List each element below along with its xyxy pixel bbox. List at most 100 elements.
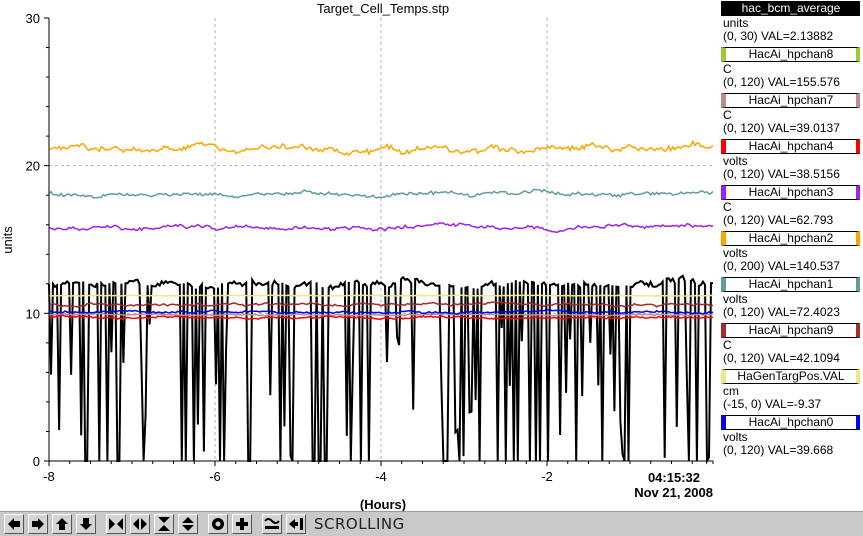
legend-range: (0, 120) [723,305,765,319]
scroll-right-button[interactable] [28,514,48,534]
legend-unit: volts [723,430,748,444]
series-layer [48,139,714,465]
x-tick-label: -6 [209,469,221,484]
add-button[interactable] [232,514,252,534]
chart-canvas: Target_Cell_Temps.stp units (Hours) 04:1… [0,1,714,511]
circle-icon [212,518,224,530]
arrow-up-icon [56,518,68,530]
y-tick-label: 30 [26,11,40,26]
legend-value: VAL=2.13882 [761,29,834,43]
y-tick-label: 0 [33,454,40,469]
end-date-label: Nov 21, 2008 [634,485,713,500]
legend-series-name[interactable]: HacAi_hpchan2 [721,231,860,246]
legend-range-value: (0, 120) VAL=42.1094 [723,352,840,365]
legend-range: (0, 120) [723,121,765,135]
arrow-down-icon [80,518,92,530]
legend-range: (0, 120) [723,213,765,227]
x-tick-label: -2 [541,469,553,484]
legend-series-name[interactable]: HacAi_hpchan3 [721,185,860,200]
legend-value: VAL=42.1094 [767,351,840,365]
series-line-HacAi_hpchan3 [48,222,714,234]
legend-value: VAL=72.4023 [767,305,840,319]
legend-range-value: (0, 120) VAL=39.0137 [723,122,840,135]
legend-range-value: (0, 120) VAL=155.576 [723,76,840,89]
legend-value: VAL=38.5156 [767,167,840,181]
arrow-right-icon [32,518,44,530]
zoom-out-x-icon [133,518,147,530]
legend-value: VAL=-9.37 [765,397,822,411]
legend-range: (0, 120) [723,443,765,457]
hold-button[interactable] [286,514,306,534]
legend-range-value: (0, 120) VAL=62.793 [723,214,833,227]
series-line-HacAi_hpchan9 [49,301,714,308]
zoom-in-x-button[interactable] [106,514,126,534]
scroll-left-button[interactable] [4,514,24,534]
legend-value: VAL=62.793 [767,213,834,227]
zoom-out-x-button[interactable] [130,514,150,534]
legend-unit: volts [723,246,748,260]
autoscale-button[interactable] [262,514,282,534]
autoscale-icon [264,518,280,529]
legend-series-name[interactable]: HacAi_hpchan8 [721,47,860,62]
legend-range-value: (0, 30) VAL=2.13882 [723,30,833,43]
series-line-HaGenTargPos.VAL [49,294,714,297]
end-time-label: 04:15:32 [648,470,700,485]
legend-series-name[interactable]: HacAi_hpchan9 [721,323,860,338]
legend-unit: units [723,16,749,30]
hold-icon [289,518,303,530]
legend-range-value: (-15, 0) VAL=-9.37 [723,398,821,411]
toolbar: SCROLLING [0,511,863,536]
y-tick-label: 10 [26,306,40,321]
legend-range-value: (0, 120) VAL=72.4023 [723,306,840,319]
legend-range-value: (0, 120) VAL=39.668 [723,444,833,457]
legend-range: (0, 120) [723,351,765,365]
legend-value: VAL=39.668 [767,443,834,457]
legend-unit: volts [723,154,748,168]
x-tick-label: -4 [375,469,387,484]
legend-range-value: (0, 200) VAL=140.537 [723,260,840,273]
series-line-HacAi_hpchan4 [48,314,714,321]
plus-icon [236,518,248,530]
zoom-out-y-button[interactable] [178,514,198,534]
legend-range: (0, 200) [723,259,765,273]
legend-series-name[interactable]: HaGenTargPos.VAL [721,369,860,384]
arrow-left-icon [8,518,20,530]
legend-series-name[interactable]: hac_bcm_average [721,1,860,16]
axis-layer: 0 10 20 30 -8 -6 -4 -2 [26,11,714,484]
series-line-HacAi_hpchan0 [48,308,714,315]
series-line-HacAi_hpchan7 [48,312,714,317]
legend-unit: volts [723,292,748,306]
legend-value: VAL=140.537 [767,259,840,273]
legend-range: (0, 120) [723,75,765,89]
y-tick-label: 20 [26,159,40,174]
legend-series-name[interactable]: HacAi_hpchan7 [721,93,860,108]
scroll-up-button[interactable] [52,514,72,534]
legend-value: VAL=39.0137 [767,121,840,135]
legend-unit: C [723,108,732,122]
legend-unit: C [723,62,732,76]
legend-series-name[interactable]: HacAi_hpchan0 [721,415,860,430]
reset-button[interactable] [208,514,228,534]
legend-unit: C [723,200,732,214]
zoom-in-y-button[interactable] [154,514,174,534]
scroll-down-button[interactable] [76,514,96,534]
legend-unit: C [723,338,732,352]
legend-range: (0, 120) [723,167,765,181]
legend-unit: cm [723,384,739,398]
legend-range: (-15, 0) [723,397,762,411]
zoom-in-y-icon [158,517,170,531]
zoom-in-x-icon [109,518,123,530]
legend-value: VAL=155.576 [767,75,840,89]
x-axis-label: (Hours) [360,497,406,511]
legend: hac_bcm_average units (0, 30) VAL=2.13882 H… [717,0,863,506]
legend-series-name[interactable]: HacAi_hpchan1 [721,277,860,292]
chart-title: Target_Cell_Temps.stp [317,1,449,16]
legend-range-value: (0, 120) VAL=38.5156 [723,168,840,181]
legend-range: (0, 30) [723,29,758,43]
legend-series-name[interactable]: HacAi_hpchan4 [721,139,860,154]
series-line-HacAi_hpchan1 [48,188,714,199]
status-text: SCROLLING [314,515,405,533]
y-axis-label: units [0,226,15,254]
zoom-out-y-icon [182,517,194,531]
series-line-HacAi_hpchan2 [49,139,714,157]
